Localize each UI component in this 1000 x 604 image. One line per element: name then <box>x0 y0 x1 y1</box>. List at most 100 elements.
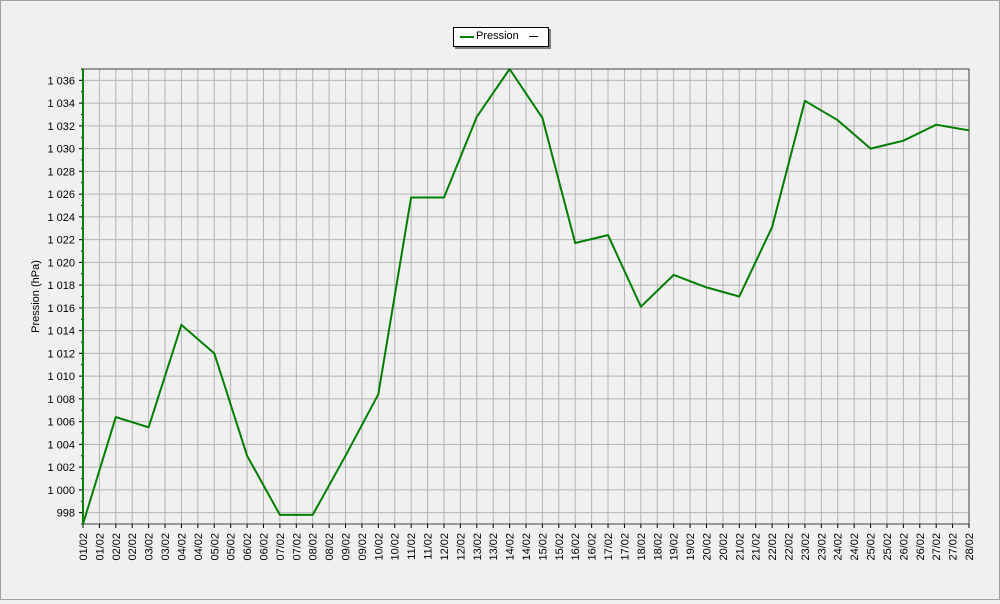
data-point <box>738 295 741 298</box>
data-point <box>804 100 806 102</box>
data-point <box>213 352 216 355</box>
y-tick-label: 1 016 <box>47 303 75 315</box>
x-tick-label: 13/02 <box>472 533 484 561</box>
x-tick-label: 19/02 <box>685 533 697 561</box>
x-tick-label: 22/02 <box>784 533 796 561</box>
data-point <box>935 123 937 126</box>
data-point <box>968 129 970 132</box>
x-tick-label: 05/02 <box>226 533 238 561</box>
x-tick-label: 08/02 <box>308 533 320 561</box>
data-point <box>147 426 150 429</box>
data-point <box>246 454 248 457</box>
y-tick-label: 1 024 <box>47 212 75 224</box>
x-tick-label: 23/02 <box>816 533 828 561</box>
x-tick-label: 20/02 <box>718 533 730 561</box>
x-tick-label: 12/02 <box>439 533 451 561</box>
series-line-pression <box>82 68 970 525</box>
x-tick-label: 10/02 <box>390 533 402 561</box>
data-point <box>574 242 577 244</box>
y-tick-label: 1 002 <box>47 462 75 474</box>
legend-label: Pression <box>476 30 519 42</box>
data-point <box>377 393 380 396</box>
y-tick-label: 1 022 <box>47 235 75 247</box>
x-tick-label: 05/02 <box>209 533 221 561</box>
x-tick-label: 18/02 <box>636 533 648 561</box>
data-point <box>410 196 412 199</box>
x-tick-label: 23/02 <box>800 533 812 561</box>
x-tick-label: 17/02 <box>603 533 615 561</box>
y-tick-label: 1 020 <box>47 257 75 269</box>
data-point <box>902 139 905 142</box>
x-tick-label: 26/02 <box>915 533 927 561</box>
data-point <box>836 119 839 121</box>
x-tick-label: 27/02 <box>931 533 943 561</box>
data-point <box>311 514 314 516</box>
data-point <box>869 147 872 150</box>
x-tick-label: 22/02 <box>767 533 779 561</box>
x-tick-label: 04/02 <box>193 533 205 561</box>
data-point <box>705 286 708 289</box>
x-tick-label: 17/02 <box>619 533 631 561</box>
y-tick-label: 998 <box>57 508 75 520</box>
data-point <box>115 416 117 418</box>
x-tick-label: 07/02 <box>275 533 287 561</box>
x-tick-label: 01/02 <box>78 533 90 561</box>
x-tick-label: 20/02 <box>701 533 713 561</box>
y-tick-label: 1 018 <box>47 280 75 292</box>
x-tick-label: 16/02 <box>570 533 582 561</box>
x-tick-label: 24/02 <box>849 533 861 561</box>
y-tick-label: 1 000 <box>47 485 75 497</box>
data-point <box>640 305 642 308</box>
x-tick-label: 25/02 <box>882 533 894 561</box>
x-tick-label: 21/02 <box>751 533 763 561</box>
y-tick-label: 1 004 <box>47 439 75 451</box>
x-tick-label: 14/02 <box>505 533 517 561</box>
x-tick-label: 03/02 <box>160 533 172 561</box>
y-tick-label: 1 032 <box>47 121 75 133</box>
y-tick-label: 1 014 <box>47 326 75 338</box>
x-tick-label: 16/02 <box>587 533 599 561</box>
x-tick-label: 08/02 <box>324 533 336 561</box>
y-tick-label: 1 036 <box>47 75 75 87</box>
x-tick-label: 18/02 <box>652 533 664 561</box>
x-tick-label: 26/02 <box>898 533 910 561</box>
x-tick-label: 11/02 <box>423 533 435 560</box>
y-tick-label: 1 008 <box>47 394 75 406</box>
legend: Pression <box>453 27 549 47</box>
x-tick-label: 19/02 <box>669 533 681 561</box>
x-tick-label: 04/02 <box>176 533 188 561</box>
y-tick-label: 1 012 <box>47 348 75 360</box>
y-tick-label: 1 010 <box>47 371 75 383</box>
data-point <box>541 117 544 119</box>
x-tick-label: 15/02 <box>554 533 566 561</box>
x-tick-label: 02/02 <box>127 533 139 561</box>
x-tick-label: 21/02 <box>734 533 746 561</box>
x-tick-label: 10/02 <box>373 533 385 561</box>
x-tick-label: 24/02 <box>833 533 845 561</box>
x-tick-label: 12/02 <box>455 533 467 561</box>
x-tick-label: 03/02 <box>144 533 156 561</box>
legend-line-swatch <box>460 36 474 38</box>
data-point <box>607 234 609 236</box>
data-point <box>672 274 675 276</box>
data-point <box>344 454 347 457</box>
x-tick-label: 09/02 <box>357 533 369 561</box>
x-tick-label: 14/02 <box>521 533 533 561</box>
data-point <box>180 324 183 326</box>
y-tick-label: 1 034 <box>47 98 75 110</box>
x-tick-label: 25/02 <box>866 533 878 561</box>
y-axis-label: Pression (hPa) <box>30 260 42 333</box>
x-tick-label: 06/02 <box>242 533 254 561</box>
data-point <box>443 196 445 199</box>
data-point <box>475 115 478 118</box>
y-tick-label: 1 028 <box>47 166 75 178</box>
x-tick-label: 11/02 <box>406 533 418 560</box>
x-tick-label: 07/02 <box>291 533 303 561</box>
y-tick-label: 1 030 <box>47 144 75 156</box>
data-point <box>279 514 281 516</box>
x-tick-label: 15/02 <box>537 533 549 561</box>
y-tick-label: 1 006 <box>47 417 75 429</box>
data-point <box>771 226 773 228</box>
x-tick-label: 27/02 <box>948 533 960 561</box>
